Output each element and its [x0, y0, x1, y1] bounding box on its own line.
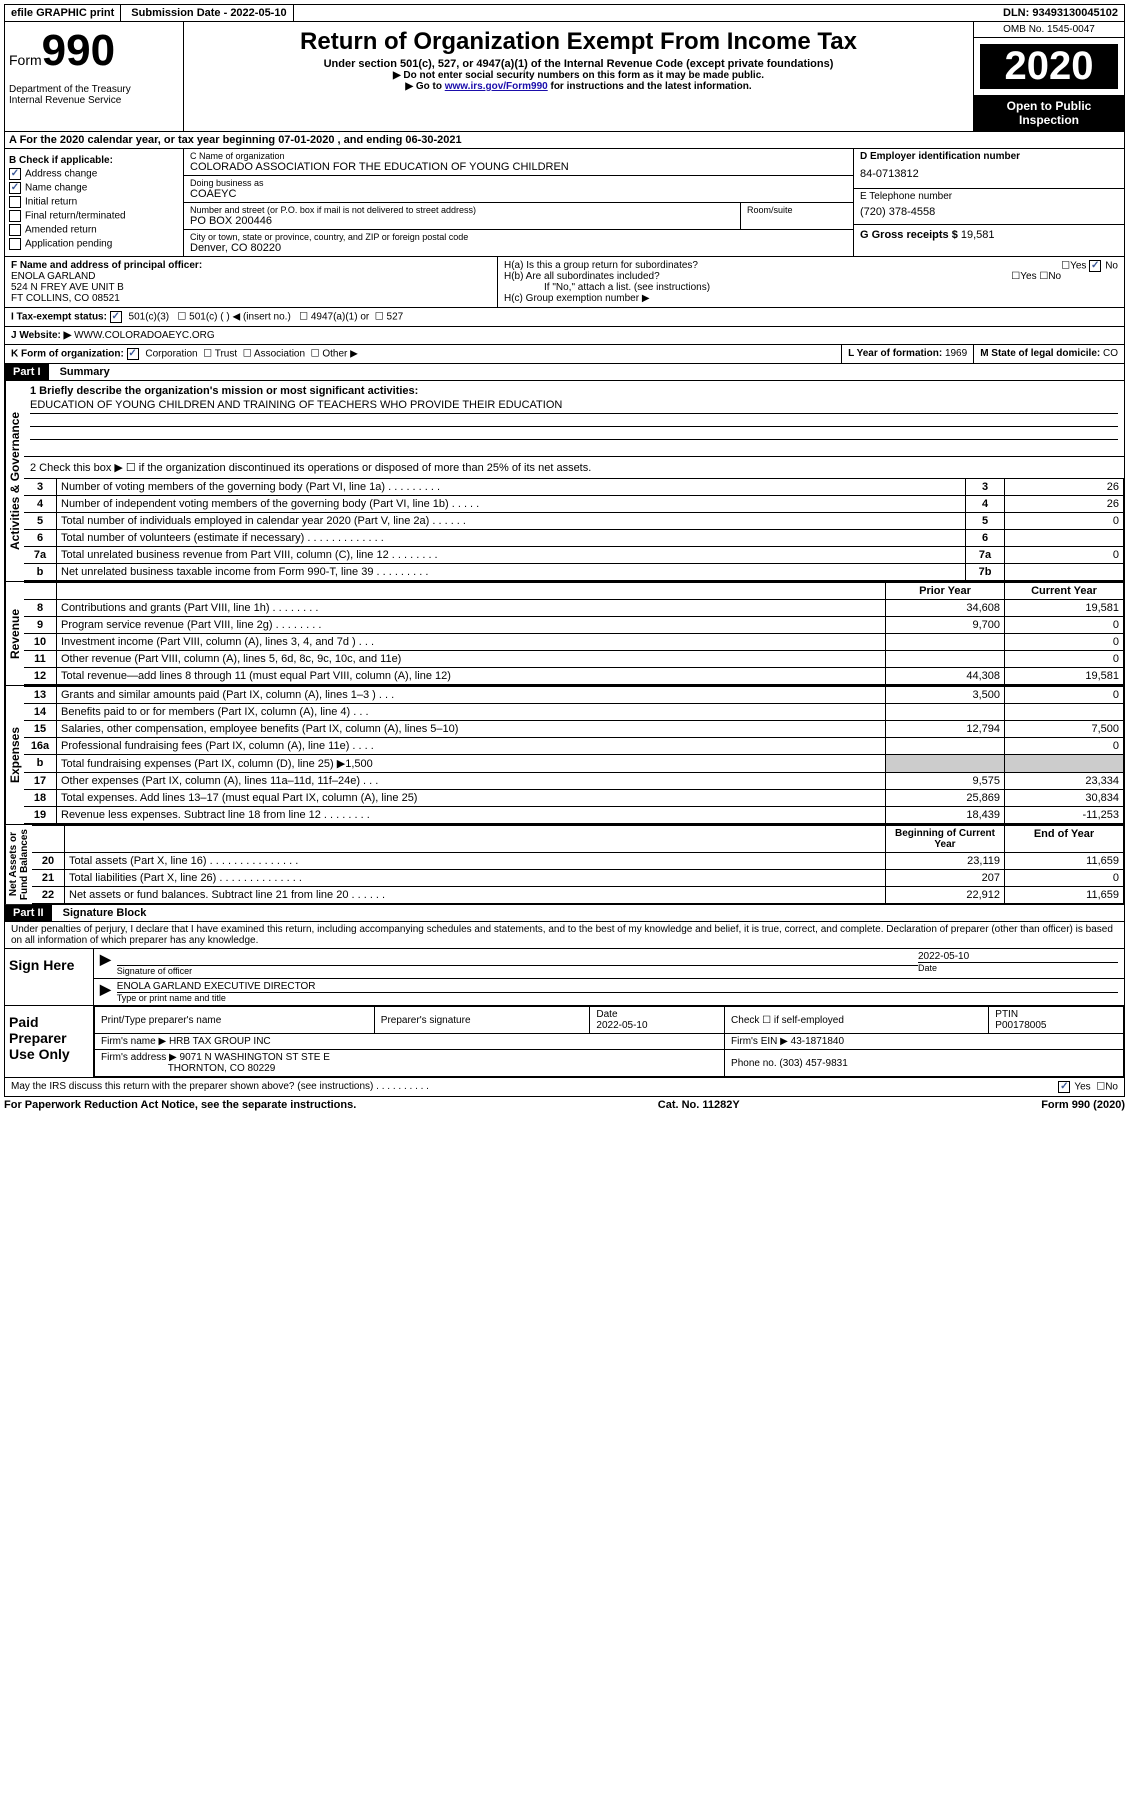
- declaration: Under penalties of perjury, I declare th…: [4, 922, 1125, 949]
- ha-no-checkbox[interactable]: ✓: [1089, 260, 1101, 272]
- expenses-table: 13Grants and similar amounts paid (Part …: [24, 686, 1124, 824]
- assets-table: Beginning of Current YearEnd of Year20To…: [32, 825, 1124, 904]
- street-address: PO BOX 200446: [190, 215, 734, 227]
- form-number: Form990: [9, 26, 179, 76]
- gross-receipts: 19,581: [961, 229, 995, 241]
- officer-name: ENOLA GARLAND: [11, 271, 491, 282]
- sign-here-block: Sign Here ▶ Signature of officer 2022-05…: [4, 949, 1125, 1006]
- dln: DLN: 93493130045102: [997, 5, 1124, 21]
- corp-checkbox[interactable]: ✓: [127, 348, 139, 360]
- firm-addr: 9071 N WASHINGTON ST STE E: [180, 1052, 330, 1063]
- note-ssn: ▶ Do not enter social security numbers o…: [188, 70, 969, 81]
- efile-label: efile GRAPHIC print: [5, 5, 121, 21]
- footer: For Paperwork Reduction Act Notice, see …: [4, 1097, 1125, 1113]
- dba: COAEYC: [190, 188, 847, 200]
- checkbox-row: Application pending: [9, 238, 179, 250]
- section-d: D Employer identification number 84-0713…: [853, 149, 1124, 256]
- section-h: H(a) Is this a group return for subordin…: [498, 257, 1124, 307]
- section-c: C Name of organization COLORADO ASSOCIAT…: [184, 149, 853, 256]
- checkbox[interactable]: [9, 210, 21, 222]
- part1-header: Part I: [5, 364, 49, 380]
- omb-number: OMB No. 1545-0047: [974, 22, 1124, 38]
- firm-name: HRB TAX GROUP INC: [169, 1036, 271, 1047]
- org-info: B Check if applicable: ✓Address change✓N…: [4, 149, 1125, 257]
- checkbox-row: ✓Name change: [9, 182, 179, 194]
- part2-header: Part II: [5, 905, 52, 921]
- top-bar: efile GRAPHIC print Submission Date - 20…: [4, 4, 1125, 22]
- part2-title: Signature Block: [55, 907, 147, 919]
- sign-date: 2022-05-10: [918, 951, 1118, 962]
- org-name: COLORADO ASSOCIATION FOR THE EDUCATION O…: [190, 161, 847, 173]
- firm-phone: (303) 457-9831: [779, 1058, 847, 1069]
- checkbox-row: Amended return: [9, 224, 179, 236]
- checkbox-row: ✓Address change: [9, 168, 179, 180]
- mission: EDUCATION OF YOUNG CHILDREN AND TRAINING…: [30, 397, 1118, 414]
- form-subtitle: Under section 501(c), 527, or 4947(a)(1)…: [188, 58, 969, 70]
- checkbox-row: Final return/terminated: [9, 210, 179, 222]
- tax-exempt-status: I Tax-exempt status: ✓ 501(c)(3) ☐ 501(c…: [5, 308, 409, 326]
- prep-date: 2022-05-10: [596, 1020, 647, 1031]
- checkbox[interactable]: [9, 196, 21, 208]
- inspection-label: Open to Public Inspection: [974, 95, 1124, 131]
- 501c3-checkbox[interactable]: ✓: [110, 311, 122, 323]
- department: Department of the Treasury Internal Reve…: [9, 84, 179, 106]
- city-state-zip: Denver, CO 80220: [190, 242, 847, 254]
- section-l: L Year of formation: 1969: [842, 345, 974, 363]
- checkbox[interactable]: [9, 238, 21, 250]
- section-b: B Check if applicable: ✓Address change✓N…: [5, 149, 184, 256]
- form-header: Form990 Department of the Treasury Inter…: [4, 22, 1125, 132]
- section-k: K Form of organization: ✓ Corporation ☐ …: [5, 345, 842, 363]
- discuss-question: May the IRS discuss this return with the…: [5, 1078, 1052, 1096]
- website-url: WWW.COLORADOAEYC.ORG: [74, 330, 215, 341]
- checkbox[interactable]: ✓: [9, 168, 21, 180]
- expenses-label: Expenses: [5, 686, 24, 824]
- phone: (720) 378-4558: [860, 202, 1118, 222]
- ptin: P00178005: [995, 1020, 1046, 1031]
- tax-year: 2020: [974, 38, 1124, 95]
- room-label: Room/suite: [747, 205, 847, 215]
- netassets-label: Net Assets orFund Balances: [5, 825, 32, 904]
- part1-title: Summary: [52, 366, 110, 378]
- note-link: ▶ Go to www.irs.gov/Form990 for instruct…: [188, 81, 969, 92]
- irs-link[interactable]: www.irs.gov/Form990: [445, 81, 548, 92]
- line2: 2 Check this box ▶ ☐ if the organization…: [24, 457, 1124, 478]
- section-a: A For the 2020 calendar year, or tax yea…: [4, 132, 1125, 149]
- officer-signed: ENOLA GARLAND EXECUTIVE DIRECTOR: [117, 981, 1118, 992]
- checkbox[interactable]: ✓: [9, 182, 21, 194]
- governance-table: 3Number of voting members of the governi…: [24, 478, 1124, 581]
- arrow-icon: ▶: [100, 981, 111, 1003]
- website-row: J Website: ▶ WWW.COLORADOAEYC.ORG: [5, 327, 221, 344]
- paid-preparer-block: Paid Preparer Use Only Print/Type prepar…: [4, 1006, 1125, 1078]
- submission-date: Submission Date - 2022-05-10: [125, 5, 293, 21]
- checkbox-row: Initial return: [9, 196, 179, 208]
- firm-ein: 43-1871840: [791, 1036, 844, 1047]
- arrow-icon: ▶: [100, 951, 111, 976]
- form-title: Return of Organization Exempt From Incom…: [188, 28, 969, 56]
- checkbox[interactable]: [9, 224, 21, 236]
- revenue-table: Prior YearCurrent Year8Contributions and…: [24, 582, 1124, 685]
- ein: 84-0713812: [860, 162, 1118, 186]
- section-f: F Name and address of principal officer:…: [5, 257, 498, 307]
- discuss-yes-checkbox[interactable]: ✓: [1058, 1081, 1070, 1093]
- section-m: M State of legal domicile: CO: [974, 345, 1124, 363]
- revenue-label: Revenue: [5, 582, 24, 685]
- governance-label: Activities & Governance: [5, 381, 24, 581]
